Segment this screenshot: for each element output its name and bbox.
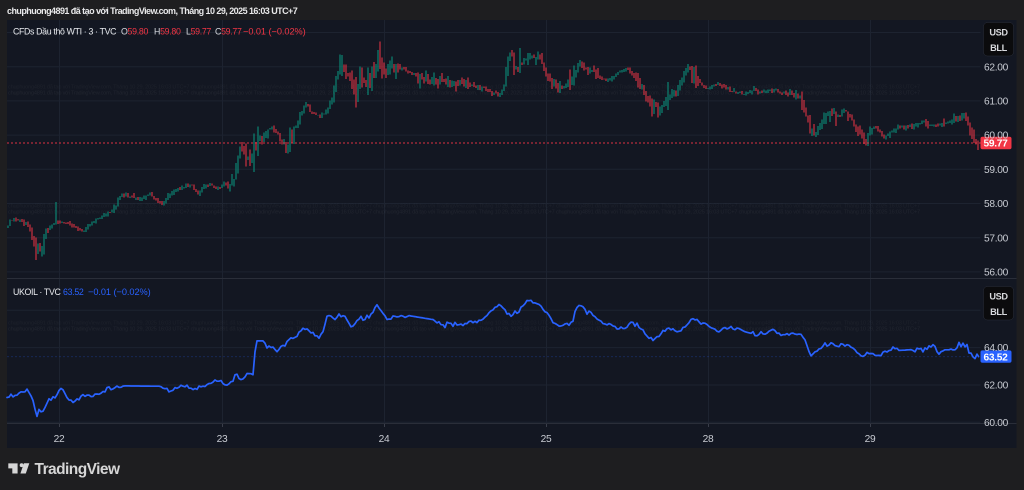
svg-text:22: 22: [54, 434, 65, 445]
svg-text:CFDs Dầu thô WTI · 3 · TVC: CFDs Dầu thô WTI · 3 · TVC: [13, 27, 117, 37]
svg-text:63.52: 63.52: [984, 352, 1009, 363]
svg-text:28: 28: [703, 434, 714, 445]
svg-text:−0.01 (−0.02%): −0.01 (−0.02%): [243, 27, 306, 37]
svg-text:60.00: 60.00: [984, 131, 1009, 142]
svg-text:TradingView: TradingView: [35, 461, 121, 478]
svg-text:USD: USD: [989, 291, 1008, 301]
svg-text:56.00: 56.00: [984, 268, 1009, 279]
svg-text:O59.80: O59.80: [121, 27, 148, 37]
svg-text:64.00: 64.00: [984, 343, 1009, 354]
svg-text:60.00: 60.00: [984, 418, 1009, 429]
svg-text:61.00: 61.00: [984, 97, 1009, 108]
svg-text:BLL: BLL: [990, 307, 1007, 317]
svg-text:chuphuong4891 đã tạo với Tradi: chuphuong4891 đã tạo với TradingView.com…: [8, 85, 920, 91]
svg-text:63.52: 63.52: [63, 287, 84, 297]
svg-text:62.00: 62.00: [984, 62, 1009, 73]
svg-text:chuphuong4891 đã tạo với Tradi: chuphuong4891 đã tạo với TradingView.com…: [8, 204, 920, 210]
svg-text:−0.01 (−0.02%): −0.01 (−0.02%): [88, 287, 151, 297]
svg-text:59.77: 59.77: [984, 139, 1009, 150]
svg-text:59.00: 59.00: [984, 165, 1009, 176]
svg-text:H59.80: H59.80: [154, 27, 181, 37]
svg-text:USD: USD: [989, 27, 1008, 37]
svg-text:BLL: BLL: [990, 43, 1007, 53]
svg-text:58.00: 58.00: [984, 199, 1009, 210]
svg-text:24: 24: [379, 434, 390, 445]
svg-text:29: 29: [865, 434, 876, 445]
svg-text:L59.77: L59.77: [186, 27, 212, 37]
svg-text:25: 25: [541, 434, 552, 445]
svg-text:chuphuong4891 đã tạo với Tradi: chuphuong4891 đã tạo với TradingView.com…: [7, 6, 298, 16]
svg-text:57.00: 57.00: [984, 233, 1009, 244]
svg-text:UKOIL · TVC: UKOIL · TVC: [13, 287, 61, 297]
svg-text:chuphuong4891 đã tạo với Tradi: chuphuong4891 đã tạo với TradingView.com…: [8, 327, 920, 333]
svg-text:chuphuong4891 đã tạo với Tradi: chuphuong4891 đã tạo với TradingView.com…: [8, 91, 920, 97]
svg-text:23: 23: [217, 434, 228, 445]
svg-text:chuphuong4891 đã tạo với Tradi: chuphuong4891 đã tạo với TradingView.com…: [8, 210, 920, 216]
svg-text:62.00: 62.00: [984, 381, 1009, 392]
svg-text:C59.77: C59.77: [215, 27, 242, 37]
